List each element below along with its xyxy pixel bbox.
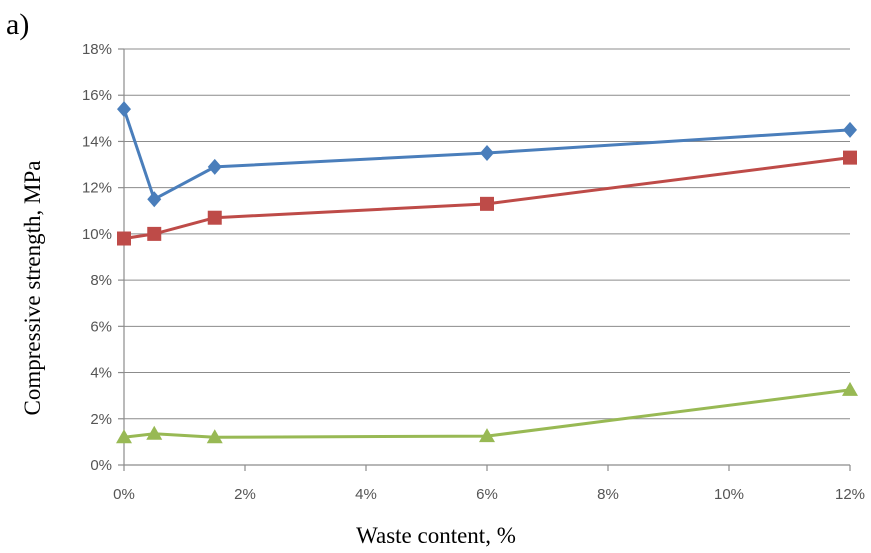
y-tick-label: 6% <box>90 318 112 335</box>
x-tick-label: 10% <box>714 486 744 503</box>
diamond-marker <box>147 191 162 208</box>
y-axis-title: Compressive strength, MPa <box>20 161 45 416</box>
triangle-marker <box>842 381 858 396</box>
y-tick-label: 0% <box>90 457 112 474</box>
x-axis-title: Waste content, % <box>356 523 516 548</box>
square-marker <box>117 231 131 246</box>
x-tick-label: 0% <box>113 486 135 503</box>
y-tick-label: 12% <box>82 180 112 197</box>
series-1 <box>117 101 857 208</box>
triangle-marker <box>146 425 163 440</box>
triangle-marker <box>116 429 132 444</box>
axes <box>118 48 851 471</box>
diamond-marker <box>207 158 222 175</box>
y-tick-label: 18% <box>82 41 112 58</box>
x-tick-label: 12% <box>835 486 865 503</box>
panel-label: a) <box>6 8 29 41</box>
y-tick-label: 14% <box>82 133 112 150</box>
square-marker <box>843 150 857 165</box>
series-3 <box>116 381 858 444</box>
x-tick-label: 8% <box>597 486 619 503</box>
square-marker <box>147 226 162 241</box>
y-tick-label: 8% <box>90 272 112 289</box>
diamond-marker <box>117 101 131 118</box>
data-series <box>116 101 858 444</box>
triangle-marker <box>479 428 495 443</box>
gridlines <box>124 48 850 420</box>
diamond-marker <box>843 121 857 138</box>
y-tick-labels: 0% 2% 4% 6% 8% 10% 12% 14% 16% 18% <box>82 41 112 474</box>
diamond-marker <box>480 145 494 161</box>
square-marker <box>480 196 494 211</box>
y-tick-label: 2% <box>90 411 112 428</box>
x-tick-label: 6% <box>476 486 498 503</box>
x-tick-labels: 0% 2% 4% 6% 8% 10% 12% <box>113 486 865 503</box>
square-marker <box>207 210 222 225</box>
y-tick-label: 16% <box>82 87 112 104</box>
triangle-marker <box>206 429 223 444</box>
y-tick-label: 4% <box>90 365 112 382</box>
y-tick-label: 10% <box>82 226 112 243</box>
series-2 <box>117 150 857 246</box>
x-tick-label: 4% <box>355 486 377 503</box>
x-tick-label: 2% <box>234 486 256 503</box>
